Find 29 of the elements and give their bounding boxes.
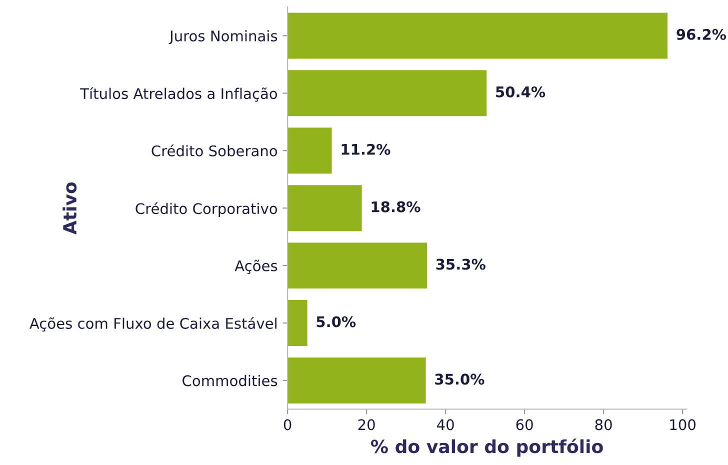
x-axis-title: % do valor do portfólio — [370, 438, 603, 457]
y-tick-label: Crédito Soberano — [152, 144, 278, 156]
data-label: 11.2% — [342, 144, 390, 155]
y-tick-label: Ações — [234, 260, 278, 274]
x-tick-label: 20 — [358, 419, 375, 430]
x-tick-label: 100 — [670, 419, 696, 430]
bar — [288, 70, 487, 116]
bar — [288, 300, 308, 346]
data-label: 50.4% — [496, 86, 546, 98]
x-tick-label: 0 — [284, 419, 292, 430]
data-label: 18.8% — [372, 201, 420, 212]
x-tick-label: 60 — [516, 419, 533, 430]
data-label: 5.0% — [316, 316, 356, 328]
bar — [288, 185, 362, 232]
x-tick-label: 80 — [595, 419, 612, 430]
data-label: 35.3% — [436, 258, 486, 270]
bar — [288, 12, 668, 59]
x-tick-label: 40 — [436, 419, 454, 430]
y-tick-label: Crédito Corporativo — [136, 202, 278, 217]
bar — [288, 242, 427, 289]
bar — [288, 128, 332, 174]
data-label: 35.0% — [435, 374, 484, 385]
y-tick-label: Juros Nominais — [168, 30, 278, 44]
data-label: 96.2% — [676, 28, 726, 40]
y-axis-title: Ativo — [62, 182, 77, 234]
y-tick-label: Commodities — [182, 374, 278, 386]
y-tick-label: Títulos Atrelados a Inflação — [80, 87, 278, 102]
y-tick-label: Ações com Fluxo de Caixa Estável — [30, 317, 276, 332]
bar — [288, 357, 426, 404]
